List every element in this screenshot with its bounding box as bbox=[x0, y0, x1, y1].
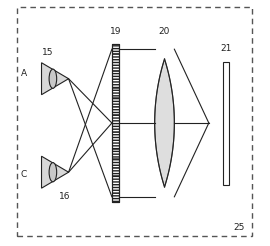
Text: 16: 16 bbox=[59, 192, 71, 201]
Bar bbox=[112, 44, 119, 202]
Text: C: C bbox=[21, 170, 27, 179]
Polygon shape bbox=[42, 156, 69, 188]
Text: 19: 19 bbox=[110, 27, 121, 36]
Text: 15: 15 bbox=[42, 47, 53, 57]
Text: 20: 20 bbox=[159, 27, 170, 36]
Text: 21: 21 bbox=[220, 44, 232, 53]
Bar bbox=[112, 44, 119, 202]
Ellipse shape bbox=[49, 69, 57, 88]
Polygon shape bbox=[42, 63, 69, 95]
Ellipse shape bbox=[49, 163, 57, 182]
FancyBboxPatch shape bbox=[17, 7, 252, 236]
Text: 25: 25 bbox=[233, 223, 244, 232]
Text: A: A bbox=[21, 69, 27, 78]
Polygon shape bbox=[155, 59, 174, 187]
Bar bbox=[223, 62, 229, 184]
